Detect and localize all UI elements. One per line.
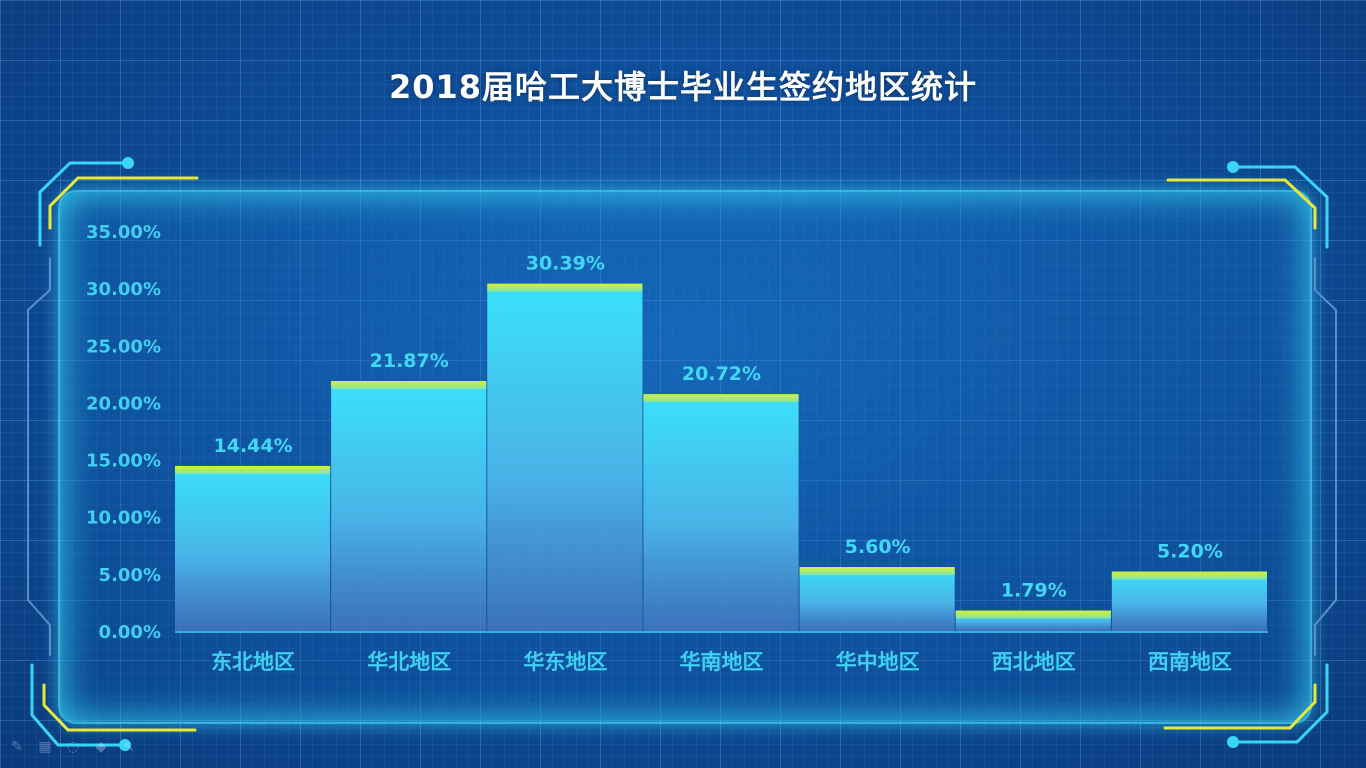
bar-cap (643, 394, 799, 403)
bar-0[interactable] (175, 465, 331, 631)
value-label: 30.39% (526, 253, 605, 275)
y-tick-label: 30.00% (86, 279, 161, 300)
y-axis: 0.00% 5.00% 10.00% 15.00% 20.00% 25.00% 30.00%… (86, 222, 161, 643)
bar-body[interactable] (799, 567, 955, 631)
bar-cap (799, 567, 955, 575)
category-label: 华南地区 (680, 650, 764, 674)
y-tick-label: 10.00% (86, 508, 161, 529)
bar-2[interactable] (487, 283, 643, 631)
bars (175, 283, 1267, 631)
slide-icon[interactable]: ▦ (38, 739, 52, 755)
bar-6[interactable] (1111, 571, 1267, 631)
bar-cap (331, 381, 487, 390)
value-label: 5.20% (1157, 541, 1223, 563)
category-label: 东北地区 (211, 650, 295, 674)
category-label: 华中地区 (836, 650, 920, 674)
category-label: 西南地区 (1148, 650, 1232, 674)
bar-body[interactable] (643, 394, 799, 631)
bar-4[interactable] (799, 567, 955, 631)
value-label: 5.60% (845, 536, 911, 558)
bar-3[interactable] (643, 394, 799, 631)
eraser-icon[interactable]: ◆ (95, 739, 107, 755)
bar-cap (487, 283, 643, 292)
category-label: 西北地区 (992, 650, 1076, 674)
value-label: 20.72% (682, 363, 761, 385)
bar-1[interactable] (331, 381, 487, 631)
x-axis-labels: 东北地区 华北地区 华东地区 华南地区 华中地区 西北地区 西南地区 (211, 650, 1232, 674)
bar-body[interactable] (487, 283, 643, 631)
bar-body[interactable] (175, 465, 331, 631)
y-tick-label: 20.00% (86, 393, 161, 414)
category-label: 华北地区 (367, 650, 451, 674)
presentation-toolbar: ✎ ▦ ◌ ◆ ↖ (8, 738, 138, 756)
pointer-icon[interactable]: ↖ (123, 739, 135, 755)
bar-body[interactable] (1111, 571, 1267, 631)
y-tick-label: 0.00% (99, 622, 161, 643)
category-label: 华东地区 (523, 650, 607, 674)
bar-cap (955, 610, 1111, 619)
pen-icon[interactable]: ✎ (11, 739, 23, 755)
bar-5[interactable] (955, 610, 1111, 631)
value-label: 1.79% (1001, 580, 1067, 602)
value-label: 14.44% (214, 435, 293, 457)
chart-title: 2018届哈工大博士毕业生签约地区统计 (388, 68, 978, 106)
y-tick-label: 35.00% (86, 222, 161, 243)
bar-cap (1111, 571, 1267, 580)
y-tick-label: 5.00% (99, 565, 161, 586)
circle-icon[interactable]: ◌ (66, 739, 80, 755)
value-label: 21.87% (370, 350, 449, 372)
bar-cap (175, 465, 331, 474)
y-tick-label: 25.00% (86, 336, 161, 357)
y-tick-label: 15.00% (86, 451, 161, 472)
bar-body[interactable] (331, 381, 487, 631)
value-labels: 14.44% 21.87% 30.39% 20.72% 5.60% 1.79% 5.20% (214, 253, 1223, 602)
